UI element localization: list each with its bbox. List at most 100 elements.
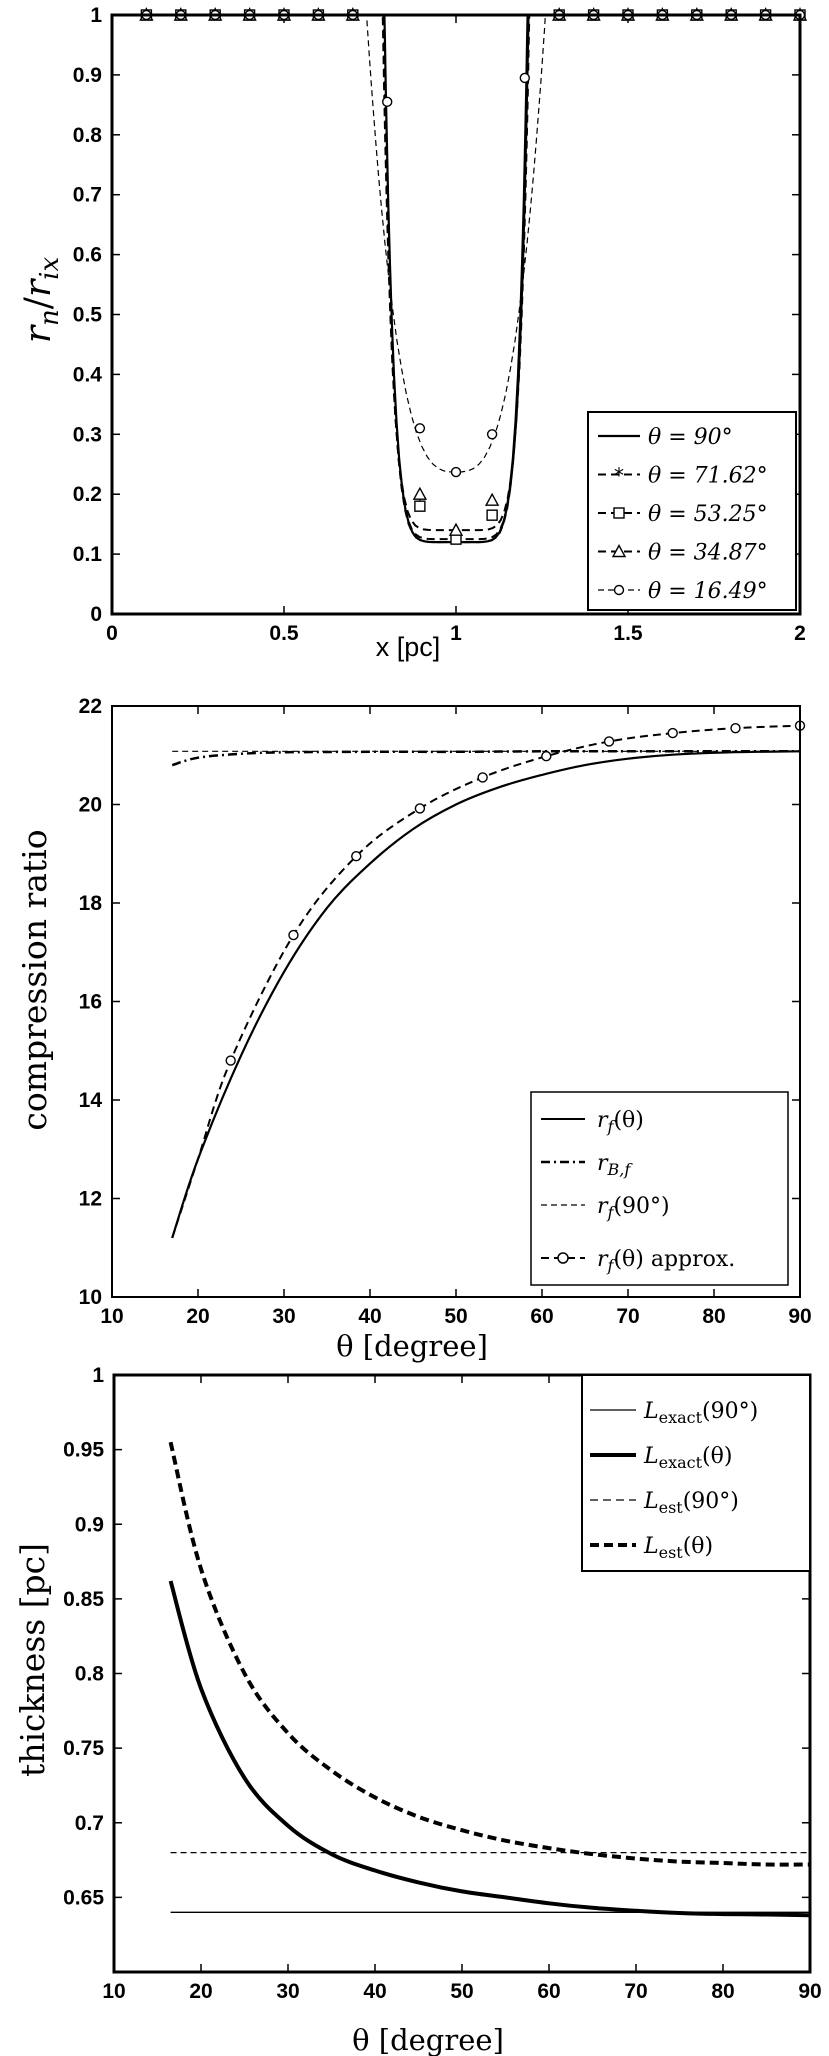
legend-label-rf-90: rf(90°): [597, 1194, 670, 1222]
legend-marker-square: [613, 507, 625, 519]
panel-2-compression-ratio: 10 20 30 40 50 60 70 80 90 10 12 14 16 18 20 22 θ [degr…: [15, 695, 812, 1363]
y-tick-label: 18: [79, 892, 103, 915]
y-tick-label: 0.2: [73, 483, 102, 506]
data-marker-circle: [225, 1055, 236, 1066]
legend-marker-star: *: [614, 464, 624, 488]
y-tick-label: 0.75: [63, 1737, 104, 1760]
series-line-L_est(θ): [168, 1441, 811, 1867]
svg-text:rn/rix: rn/rix: [18, 257, 65, 344]
legend-label-rf-approx: rf(θ) approx.: [597, 1247, 735, 1275]
y-tick-label: 0.7: [75, 1812, 104, 1835]
panel-3-x-axis-label: θ [degree]: [352, 2023, 504, 2056]
y-tick-label: 0.9: [73, 64, 102, 87]
legend-label-lest-90: Lest(90°): [643, 1489, 739, 1517]
data-marker-triangle: [448, 522, 464, 536]
data-marker-circle: [351, 851, 362, 862]
y-tick-label: 0.8: [75, 1663, 105, 1686]
legend-label-theta-16.49: θ = 16.49°: [648, 579, 768, 604]
panel-3-frame: [112, 1373, 812, 1974]
data-marker-circle: [288, 929, 299, 941]
x-tick-label: 20: [186, 1305, 209, 1328]
x-tick-label: 1: [450, 622, 462, 645]
x-tick-label: 60: [530, 1305, 553, 1328]
legend-label-rf-theta: rf(θ): [597, 1108, 644, 1136]
series-line-L_exact(θ): [168, 1580, 811, 1918]
x-tick-label: 30: [272, 1305, 295, 1328]
x-tick-label: 90: [788, 1305, 811, 1328]
legend-label-lexact-90: Lexact(90°): [643, 1399, 758, 1427]
x-tick-label: 80: [702, 1305, 725, 1328]
legend-marker-circle: [613, 584, 625, 596]
legend-label-theta-53.25: θ = 53.25°: [648, 502, 768, 527]
x-tick-label: 10: [102, 1980, 125, 2003]
data-marker-circle: [414, 803, 426, 814]
x-tick-label: 70: [624, 1980, 647, 2003]
panel-1-x-axis-label: x [pc]: [376, 632, 441, 662]
panel-2-curves: [171, 720, 806, 1239]
panel-3-legend: Lexact(90°) Lexact(θ) Lest(90°) Lest(θ): [581, 1374, 811, 1572]
legend-label-rbf: rB,f: [597, 1151, 633, 1179]
y-tick-label: 16: [79, 991, 102, 1014]
panel-3-thickness: 10 20 30 40 50 60 70 80 90 0.65 0.7 0.75 0.8 0.85 0.9 0…: [13, 1364, 822, 2056]
panel-3-y-axis-label: thickness [pc]: [13, 1543, 52, 1777]
panel-3-tick-labels: 10 20 30 40 50 60 70 80 90 0.65 0.7 0.75 0.8 0.85 0.9 0…: [63, 1364, 822, 2003]
panel-2-y-axis-label: compression ratio: [15, 829, 54, 1130]
ylabel-r-ix: r: [18, 278, 59, 297]
x-tick-label: 0: [106, 622, 118, 645]
ylabel-slash: /: [18, 296, 59, 309]
x-tick-label: 2: [794, 622, 806, 645]
panel-3-legend-box: [581, 1374, 811, 1572]
x-tick-label: 1.5: [613, 622, 643, 645]
y-tick-label: 10: [79, 1286, 102, 1309]
data-marker-circle: [603, 736, 615, 747]
legend-label-lest-theta: Lest(θ): [643, 1534, 713, 1562]
data-marker-triangle: [484, 492, 500, 506]
y-tick-label: 1: [92, 1364, 104, 1387]
y-tick-label: 0.8: [73, 124, 103, 147]
data-marker-triangle: [412, 486, 428, 500]
ylabel-r-n: r: [18, 324, 59, 343]
legend-label-theta-90: θ = 90°: [648, 425, 733, 450]
data-marker-circle: [519, 72, 530, 84]
data-marker-circle: [414, 423, 426, 434]
x-tick-label: 50: [450, 1980, 473, 2003]
y-tick-label: 0.7: [73, 184, 102, 207]
data-marker-circle: [450, 466, 462, 478]
series-line-r_f(θ): [171, 750, 801, 1239]
panel-2-frame: [111, 705, 801, 1298]
data-marker-circle: [477, 772, 488, 783]
panel-2-x-axis-label: θ [degree]: [336, 1329, 488, 1363]
y-tick-label: 1: [90, 4, 102, 27]
y-tick-label: 0.4: [73, 363, 103, 386]
y-tick-label: 0.65: [63, 1886, 104, 1909]
y-tick-label: 0.95: [63, 1439, 104, 1462]
data-marker-circle: [541, 751, 552, 762]
legend-marker-triangle: [611, 544, 627, 558]
x-tick-label: 30: [276, 1980, 299, 2003]
y-tick-label: 0.5: [73, 304, 103, 327]
x-tick-label: 80: [711, 1980, 734, 2003]
x-tick-label: 40: [363, 1980, 386, 2003]
panel-2-tick-labels: 10 20 30 40 50 60 70 80 90 10 12 14 16 18 20 22: [79, 695, 812, 1328]
y-tick-label: 0.9: [75, 1513, 104, 1536]
x-tick-label: 50: [444, 1305, 467, 1328]
y-tick-label: 12: [79, 1188, 102, 1211]
panel-1-rn-over-rix: 0 0.5 1 1.5 2 0 0.1 0.2 0.3 0.4 0.5 0.6 0.7 0.8 0.9 1 *…: [18, 4, 808, 662]
series-line-r_B,f: [171, 750, 800, 767]
x-tick-label: 70: [616, 1305, 639, 1328]
data-marker-square: [414, 500, 426, 512]
legend-marker-circle: [557, 1252, 569, 1264]
y-tick-label: 0: [90, 603, 102, 626]
legend-label-lexact-theta: Lexact(θ): [643, 1444, 732, 1472]
ylabel-sub-n: n: [35, 309, 65, 326]
y-tick-label: 0.85: [63, 1588, 104, 1611]
y-tick-label: 0.6: [73, 244, 102, 267]
data-marker-circle: [730, 722, 741, 734]
data-marker-circle: [382, 96, 393, 108]
panel-1-frame: [110, 13, 802, 616]
series-line-theta-16.49: [112, 14, 800, 473]
y-tick-label: 14: [79, 1089, 103, 1112]
x-tick-label: 60: [537, 1980, 560, 2003]
data-marker-circle: [667, 727, 678, 739]
